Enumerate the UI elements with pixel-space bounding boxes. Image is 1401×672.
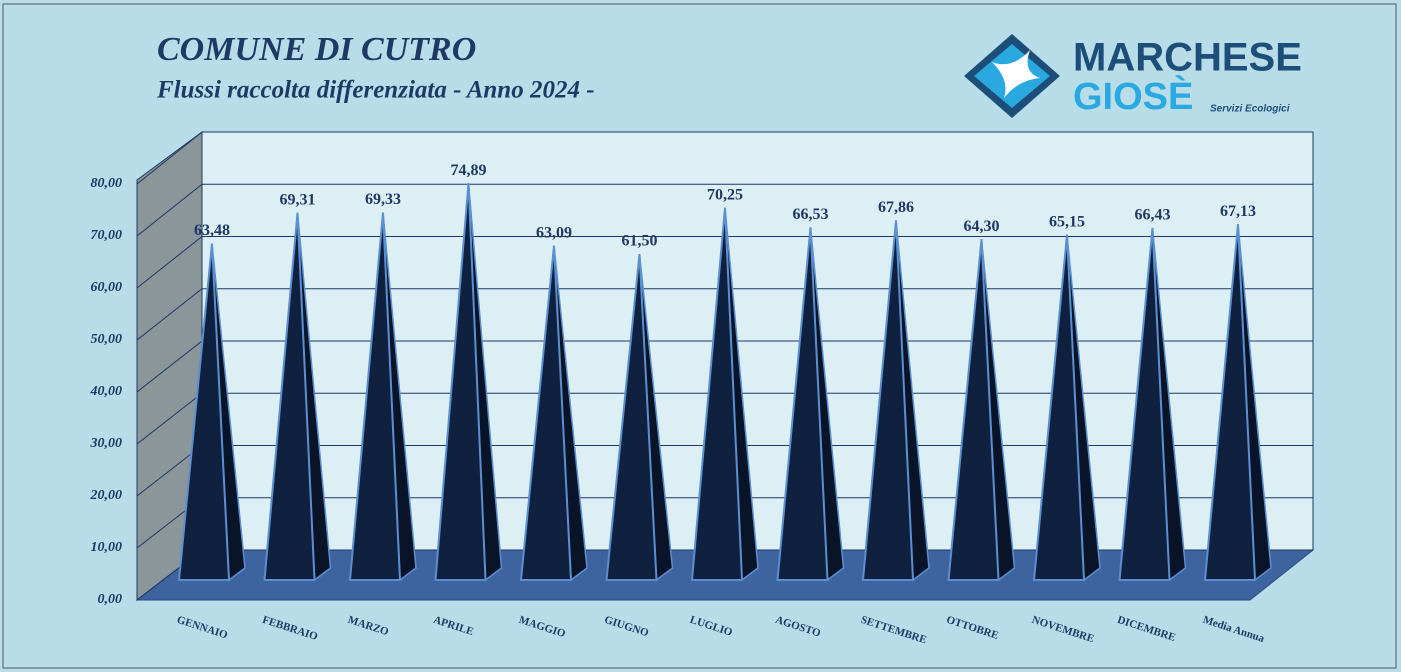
y-tick-label: 0,00 bbox=[98, 592, 123, 607]
pyramid bbox=[1203, 224, 1272, 582]
pyramid bbox=[947, 239, 1016, 582]
pyramid bbox=[1032, 234, 1101, 582]
y-tick-label: 70,00 bbox=[91, 228, 123, 243]
pyramid bbox=[690, 207, 759, 582]
pyramid-front bbox=[861, 220, 915, 581]
chart-border bbox=[2, 3, 1397, 669]
y-tick-label: 20,00 bbox=[90, 488, 123, 503]
value-label: 66,53 bbox=[793, 206, 829, 223]
pyramid bbox=[434, 183, 503, 582]
y-tick-label: 80,00 bbox=[91, 176, 123, 191]
pyramid-front bbox=[263, 212, 316, 581]
y-tick-label: 40,00 bbox=[90, 384, 123, 399]
value-label: 69,33 bbox=[365, 191, 401, 208]
grid-line bbox=[136, 236, 1313, 289]
value-label: 61,50 bbox=[622, 233, 658, 250]
pyramid-front bbox=[177, 243, 231, 581]
y-tick-label: 30,00 bbox=[90, 436, 123, 451]
pyramid-front bbox=[1032, 234, 1086, 581]
value-label: 74,89 bbox=[451, 162, 487, 179]
pyramid bbox=[605, 253, 674, 582]
value-label: 63,48 bbox=[194, 222, 230, 239]
pyramid bbox=[348, 212, 417, 582]
y-tick-label: 50,00 bbox=[91, 332, 123, 347]
pyramid-front bbox=[348, 212, 402, 581]
pyramid-front bbox=[1203, 224, 1257, 581]
value-label: 69,31 bbox=[280, 191, 316, 208]
pyramid bbox=[177, 243, 246, 582]
pyramid-front bbox=[947, 239, 1000, 581]
value-label: 67,13 bbox=[1220, 203, 1256, 220]
logo-bird bbox=[992, 50, 1040, 98]
pyramid-front bbox=[1118, 227, 1171, 581]
y-tick-label: 60,00 bbox=[91, 280, 123, 295]
pyramid-front bbox=[605, 253, 658, 581]
logo-line1: MARCHESE bbox=[1073, 36, 1302, 80]
grid-line bbox=[136, 183, 1313, 237]
pyramid bbox=[1118, 227, 1187, 582]
pyramid-front bbox=[519, 245, 573, 581]
value-label: 67,86 bbox=[878, 199, 914, 216]
pyramid bbox=[263, 212, 332, 582]
logo-tagline: Servizi Ecologici bbox=[1210, 104, 1290, 115]
value-label: 66,43 bbox=[1135, 207, 1171, 224]
pyramid bbox=[861, 220, 930, 582]
grid-line bbox=[136, 131, 1313, 185]
pyramid-front bbox=[434, 183, 487, 581]
chart-subtitle: Flussi raccolta differenziata - Anno 202… bbox=[156, 77, 595, 104]
logo-line2: GIOSÈ bbox=[1073, 74, 1193, 118]
chart-title: COMUNE DI CUTRO bbox=[157, 31, 476, 68]
pyramid-front bbox=[690, 207, 744, 581]
value-label: 65,15 bbox=[1049, 213, 1085, 230]
pyramid-front bbox=[776, 227, 829, 581]
y-tick-label: 10,00 bbox=[91, 540, 123, 555]
plot bbox=[177, 183, 1272, 582]
value-label: 70,25 bbox=[707, 186, 743, 203]
grid-line bbox=[136, 288, 1313, 341]
pyramid bbox=[776, 227, 845, 582]
logo: MARCHESE GIOSÈ Servizi Ecologici bbox=[964, 34, 1302, 118]
value-label: 64,30 bbox=[964, 218, 1000, 235]
pyramid bbox=[519, 245, 588, 582]
value-label: 63,09 bbox=[536, 224, 572, 241]
